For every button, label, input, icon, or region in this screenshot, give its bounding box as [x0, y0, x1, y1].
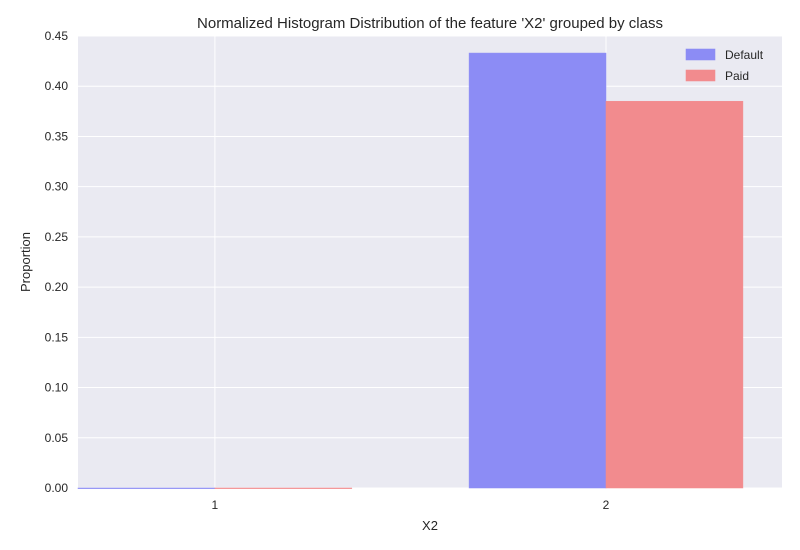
y-tick-label: 0.45	[45, 29, 69, 43]
y-axis-title: Proportion	[18, 232, 33, 292]
y-tick-label: 0.30	[45, 180, 69, 194]
legend-label-paid: Paid	[725, 69, 749, 83]
x-axis-title: X2	[422, 518, 438, 533]
legend-swatch-default	[685, 48, 716, 61]
legend-swatch-paid	[685, 69, 716, 82]
y-tick-label: 0.20	[45, 280, 69, 294]
y-tick-label: 0.05	[45, 431, 69, 445]
y-tick-label: 0.35	[45, 129, 69, 143]
y-tick-label: 0.25	[45, 230, 69, 244]
bars	[77, 52, 744, 489]
x-tick-label: 2	[603, 498, 610, 512]
bar-default-1	[77, 487, 216, 489]
y-tick-label: 0.40	[45, 79, 69, 93]
y-tick-label: 0.15	[45, 330, 69, 344]
bar-paid-2	[605, 100, 744, 489]
y-tick-label: 0.10	[45, 381, 69, 395]
x-tick-label: 1	[212, 498, 219, 512]
grid-lines	[78, 35, 782, 489]
tick-labels: 0.00 0.05 0.10 0.15 0.20 0.25 0.30 0.35 0.40 0.45…	[45, 29, 610, 512]
legend: Default Paid	[685, 48, 764, 83]
chart-title: Normalized Histogram Distribution of the…	[197, 15, 663, 32]
bar-paid-1	[214, 487, 353, 489]
legend-label-default: Default	[725, 48, 764, 62]
bar-default-2	[468, 52, 607, 489]
y-tick-label: 0.00	[45, 481, 69, 495]
